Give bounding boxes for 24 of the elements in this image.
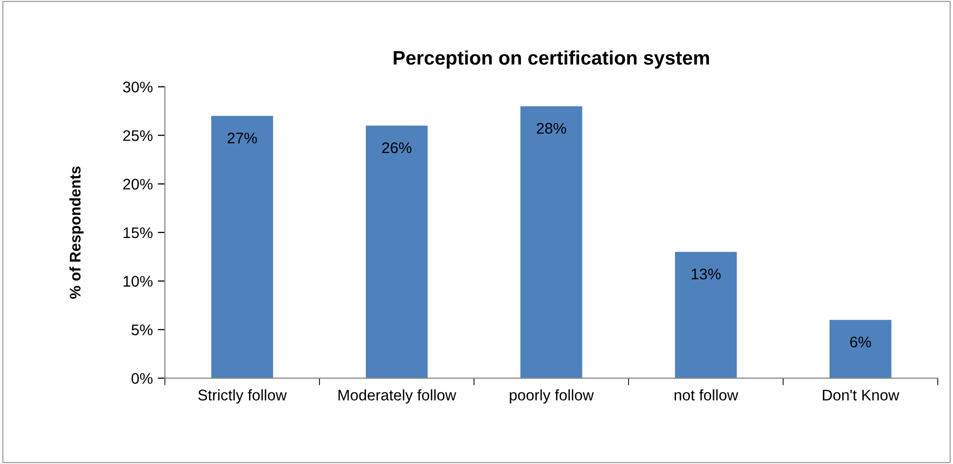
- bar: [674, 252, 737, 378]
- x-tick-label: Moderately follow: [338, 389, 456, 404]
- y-tick-label: 0%: [132, 373, 153, 384]
- y-tick-label: 5%: [132, 324, 153, 336]
- x-tick-label: poorly follow: [510, 389, 594, 404]
- data-label: 26%: [382, 142, 412, 154]
- x-tick-label: Strictly follow: [198, 389, 287, 404]
- bar: [520, 106, 582, 378]
- y-tick-label: 10%: [124, 276, 153, 287]
- x-tick-label: Don't Know: [822, 390, 900, 400]
- chart-title: Perception on certification system: [394, 50, 709, 69]
- data-label: 27%: [228, 132, 257, 144]
- data-label: 13%: [692, 268, 721, 280]
- y-tick-label: 20%: [123, 178, 153, 190]
- data-label: 28%: [536, 122, 566, 134]
- y-tick-label: 25%: [123, 130, 153, 142]
- y-tick-label: 15%: [124, 227, 153, 238]
- y-axis-title: % of Respondents: [69, 166, 84, 299]
- bar: [366, 126, 428, 378]
- y-tick-label: 30%: [123, 82, 153, 92]
- bar: [830, 320, 892, 378]
- data-label: 6%: [850, 336, 871, 348]
- bar: [211, 116, 274, 378]
- x-tick-label: not follow: [674, 389, 738, 400]
